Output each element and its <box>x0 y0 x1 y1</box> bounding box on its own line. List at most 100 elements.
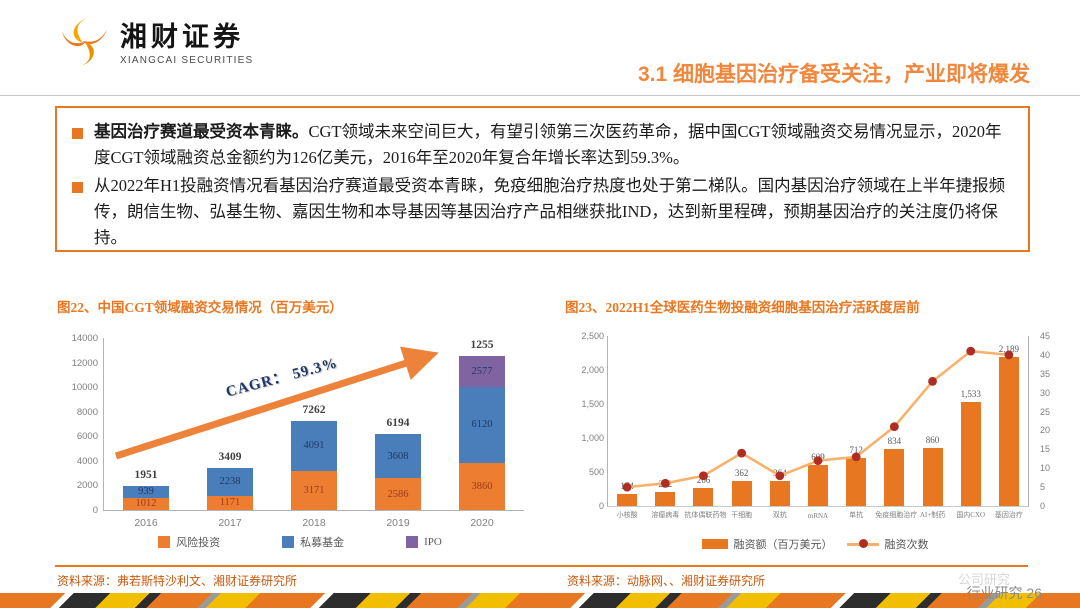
bullet-body: 从2022年H1投融资情况看基因治疗赛道最受资本青睐，免疫细胞治疗热度也处于第二… <box>94 176 1006 248</box>
bar-total-label: 1255 <box>470 338 494 351</box>
bullet-square-icon <box>72 128 83 139</box>
bar-segment: 2586 <box>375 478 421 510</box>
axis-category-label: 抗体偶联药物 <box>684 511 727 519</box>
page-number: 行业研究 26 <box>966 585 1042 601</box>
line-data-point <box>928 376 937 386</box>
bar-segment: 1171 <box>207 495 253 510</box>
bullet-text: 基因治疗赛道最受资本青睐。CGT领域未来空间巨大，有望引领第三次医药革命，据中国… <box>94 119 1013 171</box>
cgt-activity-chart: 0 500 1,000 1,500 2,000 2,500 0 5 10 15 20 25 30 35 40… <box>565 326 1065 532</box>
bar <box>998 357 1019 506</box>
axis-category-label: 干细胞 <box>731 511 753 519</box>
bar <box>731 481 752 506</box>
axis-tick-label: 0 <box>1040 501 1046 511</box>
bar-segment-value: 3608 <box>387 450 409 462</box>
axis-tick-label: 10000 <box>71 382 98 394</box>
bottom-stripe <box>0 593 1080 608</box>
chart-plot-area: 0 500 1,000 1,500 2,000 2,500 0 5 10 15 20 25 30 35 40… <box>581 331 1050 520</box>
axis-tick-label: 20 <box>1040 425 1051 436</box>
bar <box>846 457 867 506</box>
bar-segment-value: 1012 <box>135 498 157 510</box>
axis-tick-label: 0 <box>92 505 98 516</box>
page-title: 3.1 细胞基因治疗备受关注，产业即将爆发 <box>637 63 1030 86</box>
bar <box>960 401 981 506</box>
legend-swatch <box>158 536 171 548</box>
axis-tick-label: 30 <box>1040 387 1051 398</box>
legend-item: 私募基金 <box>282 534 344 550</box>
bar-segment-value: 3171 <box>303 485 325 497</box>
legend-swatch <box>282 536 295 548</box>
bar-segment: 6120 <box>459 387 505 463</box>
axis-category-label: 2018 <box>302 517 326 529</box>
figure-22-title: 图22、中国CGT领域融资交易情况（百万美元） <box>57 300 343 315</box>
axis-tick-label: 8000 <box>76 406 98 418</box>
source-divider <box>55 565 1028 567</box>
left-chart-legend: 风险投资 私募基金 IPO <box>55 534 545 550</box>
bar-segment: 3860 <box>459 462 505 510</box>
legend-swatch <box>406 536 419 548</box>
axis-tick-label: 5 <box>1040 482 1046 493</box>
bar-stack: 1012 939 <box>123 486 169 510</box>
bar-stack: 1171 2238 <box>207 468 253 510</box>
axis-category-label: 2019 <box>386 517 410 529</box>
axis-tick-label: 10 <box>1040 463 1051 474</box>
line-data-point <box>889 422 899 432</box>
axis-category-label: 2016 <box>134 517 158 529</box>
axis-tick-label: 2,500 <box>581 331 604 341</box>
axis-tick-label: 1,500 <box>581 399 604 409</box>
legend-label: IPO <box>424 536 442 548</box>
axis-category-label: 小核酸 <box>616 511 638 519</box>
axis-tick-label: 2000 <box>76 480 98 492</box>
bullet-text: 从2022年H1投融资情况看基因治疗赛道最受资本青睐，免疫细胞治疗热度也处于第二… <box>94 173 1013 251</box>
bullet-body: CGT领域未来空间巨大，有望引领第三次医药革命，据中国CGT领域融资交易情况显示… <box>94 122 1002 168</box>
bullet-item: 从2022年H1投融资情况看基因治疗赛道最受资本青睐，免疫细胞治疗热度也处于第二… <box>72 173 1013 251</box>
axis-category-label: mRNA <box>807 512 829 520</box>
legend-label: 融资额（百万美元） <box>733 539 833 551</box>
axis-tick-label: 15 <box>1040 444 1051 455</box>
axis-tick-label: 0 <box>598 501 604 511</box>
axis-tick-label: 25 <box>1040 406 1051 417</box>
axis-tick-label: 2,000 <box>581 365 604 375</box>
bar <box>808 464 828 506</box>
brand-subtitle: XIANGCAI SECURITIES <box>120 54 254 66</box>
bar-segment: 3608 <box>375 433 421 479</box>
source-note-left: 资料来源：弗若斯特沙利文、湘财证券研究所 <box>57 574 298 588</box>
source-note-right: 资料来源：动脉网、、湘财证券研究所 <box>567 574 766 588</box>
financing-count-line <box>622 346 1014 492</box>
bar-value-label: 362 <box>734 468 749 479</box>
bullet-lead: 基因治疗赛道最受资本青睐。 <box>94 122 309 141</box>
bar-value-label: 712 <box>849 444 863 455</box>
bullet-square-icon <box>72 182 83 194</box>
bar-segment: 939 <box>123 486 169 498</box>
bar-total-label: 7262 <box>302 403 326 416</box>
bar-total-label: 6194 <box>386 416 410 429</box>
line-data-point <box>737 448 747 458</box>
line-data-point <box>1004 350 1014 360</box>
bar-segment: 4091 <box>291 420 337 472</box>
line-data-point <box>851 452 861 462</box>
legend-item: 风险投资 <box>158 534 220 550</box>
axis-tick-label: 4000 <box>76 455 98 467</box>
axis-tick-label: 14000 <box>71 333 98 344</box>
summary-box: 基因治疗赛道最受资本青睐。CGT领域未来空间巨大，有望引领第三次医药革命，据中国… <box>55 106 1030 252</box>
axis-category-label: 国内CXO <box>956 511 986 519</box>
bar-value-label: 1,533 <box>960 388 981 399</box>
chart-plot-area: CAGR： 59.3% 0 2000 4000 6000 8000 10000 12000 1… <box>72 333 524 529</box>
bar-value-label: 834 <box>887 436 902 447</box>
axis-category-label: 基因治疗 <box>994 511 1023 519</box>
legend-label: 融资次数 <box>884 539 929 551</box>
line-data-point <box>775 471 785 481</box>
axis-category-label: 2020 <box>470 517 494 529</box>
line-data-point <box>622 482 632 492</box>
bullet-item: 基因治疗赛道最受资本青睐。CGT领域未来空间巨大，有望引领第三次医药革命，据中国… <box>72 119 1013 171</box>
bar-value-label: 2,189 <box>998 344 1020 355</box>
brand-logo-icon <box>58 16 110 73</box>
bar-segment: 2238 <box>207 468 253 496</box>
bar <box>884 449 905 506</box>
right-chart-legend: 融资额（百万美元） 融资次数 <box>565 536 1065 552</box>
bar-total-label: 1951 <box>134 469 158 482</box>
legend-dot-icon <box>858 539 868 548</box>
bar <box>655 491 676 506</box>
bar-segment: 3171 <box>291 471 337 510</box>
bar <box>922 447 943 506</box>
